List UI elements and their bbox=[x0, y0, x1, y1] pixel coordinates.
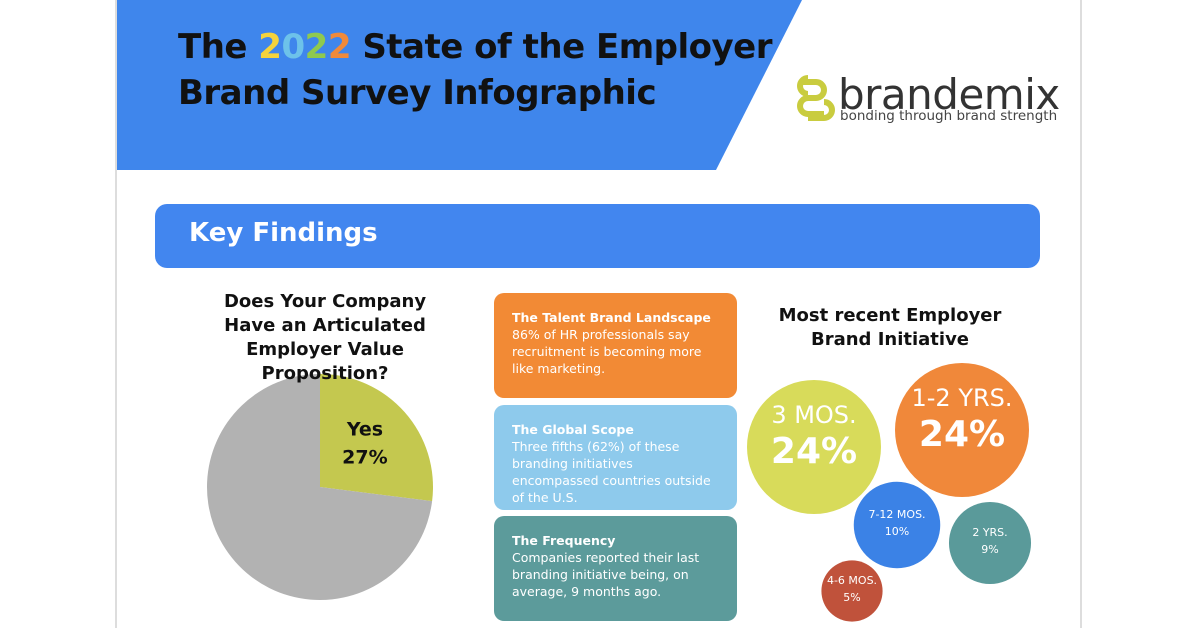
bubble-label: 2 YRS. bbox=[972, 526, 1007, 539]
pie-slice bbox=[206, 374, 433, 600]
bubble bbox=[853, 481, 941, 569]
bubble-value: 9% bbox=[981, 543, 998, 556]
logo-icon bbox=[797, 75, 835, 121]
border bbox=[115, 0, 117, 628]
pie-title: Does Your Company Have an Articulated Em… bbox=[223, 291, 427, 384]
title-part: The bbox=[178, 27, 259, 67]
title-part: 2 bbox=[327, 27, 352, 67]
slice-value: 27% bbox=[342, 446, 387, 468]
slice-label: Yes bbox=[346, 418, 383, 440]
bubble bbox=[895, 363, 1029, 497]
bubble bbox=[747, 380, 881, 514]
bubble-value: 10% bbox=[885, 525, 909, 538]
card-title: The Global Scope bbox=[512, 422, 634, 437]
bubble-label: 3 MOS. bbox=[771, 401, 856, 429]
card-title: The Talent Brand Landscape bbox=[512, 310, 711, 325]
card-title: The Frequency bbox=[512, 533, 616, 548]
title-line: Brand Survey Infographic bbox=[178, 73, 657, 113]
bubble-value: 5% bbox=[843, 591, 860, 604]
bubble-value: 24% bbox=[771, 431, 857, 472]
card: The Talent Brand Landscape 86% of HR prof… bbox=[494, 293, 737, 398]
title: The 2022 State of the Employer Brand Sur… bbox=[178, 24, 773, 116]
title-part: 2 bbox=[258, 27, 282, 67]
bubble-label: 1-2 YRS. bbox=[911, 384, 1012, 412]
section-title: Key Findings bbox=[189, 218, 378, 248]
section-bar: Key Findings bbox=[155, 204, 1040, 268]
border bbox=[1080, 0, 1082, 628]
logo-name: brandemix bbox=[838, 70, 1060, 119]
header-band bbox=[117, 0, 802, 170]
pie-slice bbox=[320, 374, 433, 502]
bubble-value: 24% bbox=[919, 414, 1005, 455]
card-text: Three fifths (62%) of these branding ini… bbox=[512, 439, 711, 505]
title-part: 2 bbox=[304, 27, 329, 67]
bubble-label: 4-6 MOS. bbox=[827, 574, 877, 587]
bubble-title: Most recent Employer Brand Initiative bbox=[778, 305, 1002, 350]
card-text: 86% of HR professionals say recruitment … bbox=[512, 327, 702, 376]
logo-tagline: bonding through brand strength bbox=[840, 108, 1058, 124]
title-part: 0 bbox=[281, 27, 305, 67]
bubble-label: 7-12 MOS. bbox=[868, 508, 925, 521]
card-text: Companies reported their last branding i… bbox=[512, 550, 700, 599]
card: The Frequency Companies reported their la… bbox=[494, 516, 737, 621]
bubble bbox=[948, 501, 1032, 585]
bubble bbox=[821, 560, 883, 622]
card: The Global Scope Three fifths (62%) of th… bbox=[494, 405, 737, 510]
title-line: The 2022 State of the Employer bbox=[178, 24, 773, 70]
title-part: State of the Employer bbox=[350, 27, 772, 67]
